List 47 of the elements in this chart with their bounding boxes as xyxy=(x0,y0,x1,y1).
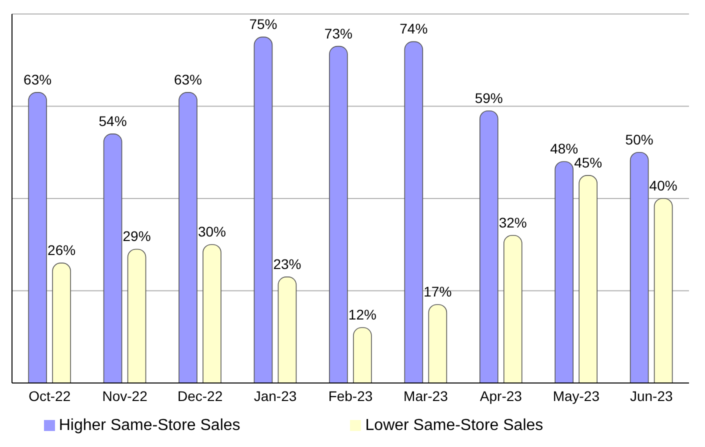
data-label: 40% xyxy=(649,178,678,194)
bar xyxy=(630,152,649,383)
data-label: 26% xyxy=(48,242,76,258)
data-label: 48% xyxy=(550,140,578,157)
data-label: 45% xyxy=(574,154,602,170)
x-tick-label: Mar-23 xyxy=(404,388,448,404)
data-label: 59% xyxy=(474,90,503,106)
bar xyxy=(554,161,574,383)
data-label: 29% xyxy=(122,228,151,244)
bar xyxy=(28,92,47,383)
data-label: 32% xyxy=(498,214,527,230)
data-label: 30% xyxy=(198,224,226,240)
bar xyxy=(254,36,273,383)
data-label: 54% xyxy=(98,112,127,129)
x-tick-label: Jan-23 xyxy=(254,388,297,404)
bar xyxy=(52,262,71,383)
x-tick-label: Oct-22 xyxy=(28,388,71,404)
bar xyxy=(329,46,348,383)
bar xyxy=(479,110,498,383)
bar xyxy=(202,244,222,383)
data-label: 63% xyxy=(24,71,52,88)
bar xyxy=(578,175,598,383)
bar xyxy=(503,235,522,383)
bar xyxy=(178,92,198,383)
x-tick-label: Apr-23 xyxy=(480,388,522,404)
data-label: 12% xyxy=(348,306,376,323)
data-label: 63% xyxy=(174,71,202,88)
data-label: 75% xyxy=(249,16,278,32)
x-tick-label: Nov-22 xyxy=(102,388,148,404)
bar xyxy=(127,248,146,383)
bar xyxy=(278,276,297,383)
data-label: 17% xyxy=(424,284,452,300)
x-tick-label: May-23 xyxy=(552,388,600,404)
x-tick-label: Jun-23 xyxy=(630,388,674,404)
legend-label: Higher Same-Store Sales xyxy=(58,417,240,434)
bar xyxy=(654,198,673,383)
data-label: 50% xyxy=(625,131,654,148)
data-label: 74% xyxy=(400,20,428,37)
legend-label: Lower Same-Store Sales xyxy=(365,417,544,434)
x-tick-label: Feb-23 xyxy=(328,388,373,404)
bar xyxy=(353,327,372,383)
data-label: 73% xyxy=(324,25,352,42)
data-label: 23% xyxy=(273,256,302,272)
bar xyxy=(404,41,424,383)
bar xyxy=(103,134,122,383)
bar xyxy=(428,304,448,383)
x-tick-label: Dec-22 xyxy=(177,388,223,404)
